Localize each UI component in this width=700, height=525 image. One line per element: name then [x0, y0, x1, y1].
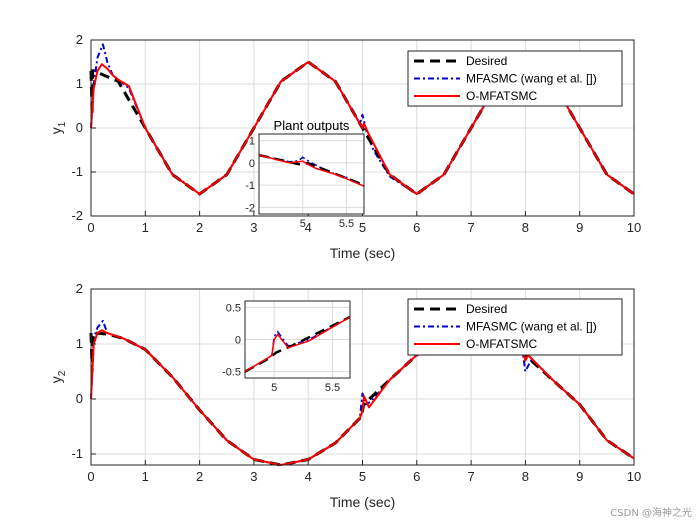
- series-o-mfatsmc-line: [90, 329, 635, 466]
- inset-xtick-label-0: 5: [300, 218, 306, 230]
- legend-entry-1: MFASMC (wang et al. []): [466, 320, 597, 334]
- inset-title: Plant outputs: [274, 118, 350, 133]
- xtick-label-10: 10: [627, 220, 641, 235]
- xtick-label-4: 4: [305, 220, 312, 235]
- legend-entry-0: Desired: [466, 302, 507, 316]
- ylabel-y1-sub: 1: [57, 121, 68, 127]
- ytick-label-4: 2: [76, 32, 83, 47]
- xtick-label-3: 3: [250, 469, 257, 484]
- xtick-label-4: 4: [305, 469, 312, 484]
- ytick-label-2: 1: [76, 336, 83, 351]
- ylabel-y2: y2: [48, 370, 68, 383]
- inset-ytick-label-2: 0: [249, 158, 255, 170]
- inset-frame: [258, 133, 365, 215]
- xtick-label-9: 9: [576, 220, 583, 235]
- xtick-label-8: 8: [522, 220, 529, 235]
- ytick-label-1: 0: [76, 391, 83, 406]
- xtick-label-6: 6: [413, 469, 420, 484]
- xtick-label-2: 2: [196, 220, 203, 235]
- ylabel-y1-main: y: [48, 127, 64, 134]
- xtick-label-5: 5: [359, 220, 366, 235]
- xlabel-y1: Time (sec): [330, 245, 396, 261]
- ytick-label-1: -1: [71, 164, 83, 179]
- inset-xtick-label-1: 5.5: [325, 382, 340, 394]
- legend-y2: Desired MFASMC (wang et al. []) O-MFATSMC: [407, 298, 623, 356]
- xtick-label-3: 3: [250, 220, 257, 235]
- ytick-label-0: -1: [71, 446, 83, 461]
- inset-ytick-label-0: -0.5: [222, 367, 241, 379]
- legend-entry-2: O-MFATSMC: [466, 337, 537, 351]
- legend-entry-1: MFASMC (wang et al. []): [466, 72, 597, 86]
- xtick-label-9: 9: [576, 469, 583, 484]
- ytick-label-3: 2: [76, 281, 83, 296]
- inset-ytick-label-0: -2: [245, 202, 255, 214]
- inset-xtick-label-0: 5: [271, 382, 277, 394]
- xtick-label-7: 7: [467, 220, 474, 235]
- inset-ytick-label-1: -1: [245, 180, 255, 192]
- xtick-label-7: 7: [467, 469, 474, 484]
- xtick-label-2: 2: [196, 469, 203, 484]
- legend-entry-0: Desired: [466, 54, 507, 68]
- watermark: CSDN @海神之光: [610, 508, 692, 519]
- xtick-label-1: 1: [142, 220, 149, 235]
- inset-y1: 5 5.5 -2 -1 0 1 Plant outputs: [245, 118, 365, 230]
- ylabel-y2-sub: 2: [57, 370, 68, 376]
- legend-y1: Desired MFASMC (wang et al. []) O-MFATSMC: [407, 50, 623, 107]
- ytick-label-0: -2: [71, 208, 83, 223]
- xtick-label-0: 0: [87, 220, 94, 235]
- xtick-label-6: 6: [413, 220, 420, 235]
- xtick-label-5: 5: [359, 469, 366, 484]
- inset-xtick-label-1: 5.5: [339, 218, 354, 230]
- xtick-label-10: 10: [627, 469, 641, 484]
- ylabel-y1: y1: [48, 121, 68, 134]
- xtick-label-1: 1: [142, 469, 149, 484]
- xtick-label-8: 8: [522, 469, 529, 484]
- inset-ytick-label-1: 0: [235, 335, 241, 347]
- legend-entry-2: O-MFATSMC: [466, 89, 537, 103]
- inset-y2: 5 5.5 -0.5 0 0.5: [222, 300, 351, 394]
- ytick-label-3: 1: [76, 76, 83, 91]
- inset-ytick-label-3: 1: [249, 136, 255, 148]
- xlabel-y2: Time (sec): [330, 494, 396, 510]
- ticks-y2: 0 1 2 3 4 5 6 7 8 9 10 -1 0 1 2: [71, 281, 641, 484]
- inset-border: [244, 300, 351, 379]
- series-y2: [89, 319, 635, 467]
- inset-series-o-mfatsmc-line: [258, 154, 365, 187]
- inset-series-o-mfatsmc-line: [244, 316, 351, 373]
- xtick-label-0: 0: [87, 469, 94, 484]
- ylabel-y2-main: y: [48, 376, 64, 383]
- inset-border: [258, 133, 365, 215]
- inset-ytick-label-2: 0.5: [226, 302, 241, 314]
- ytick-label-2: 0: [76, 120, 83, 135]
